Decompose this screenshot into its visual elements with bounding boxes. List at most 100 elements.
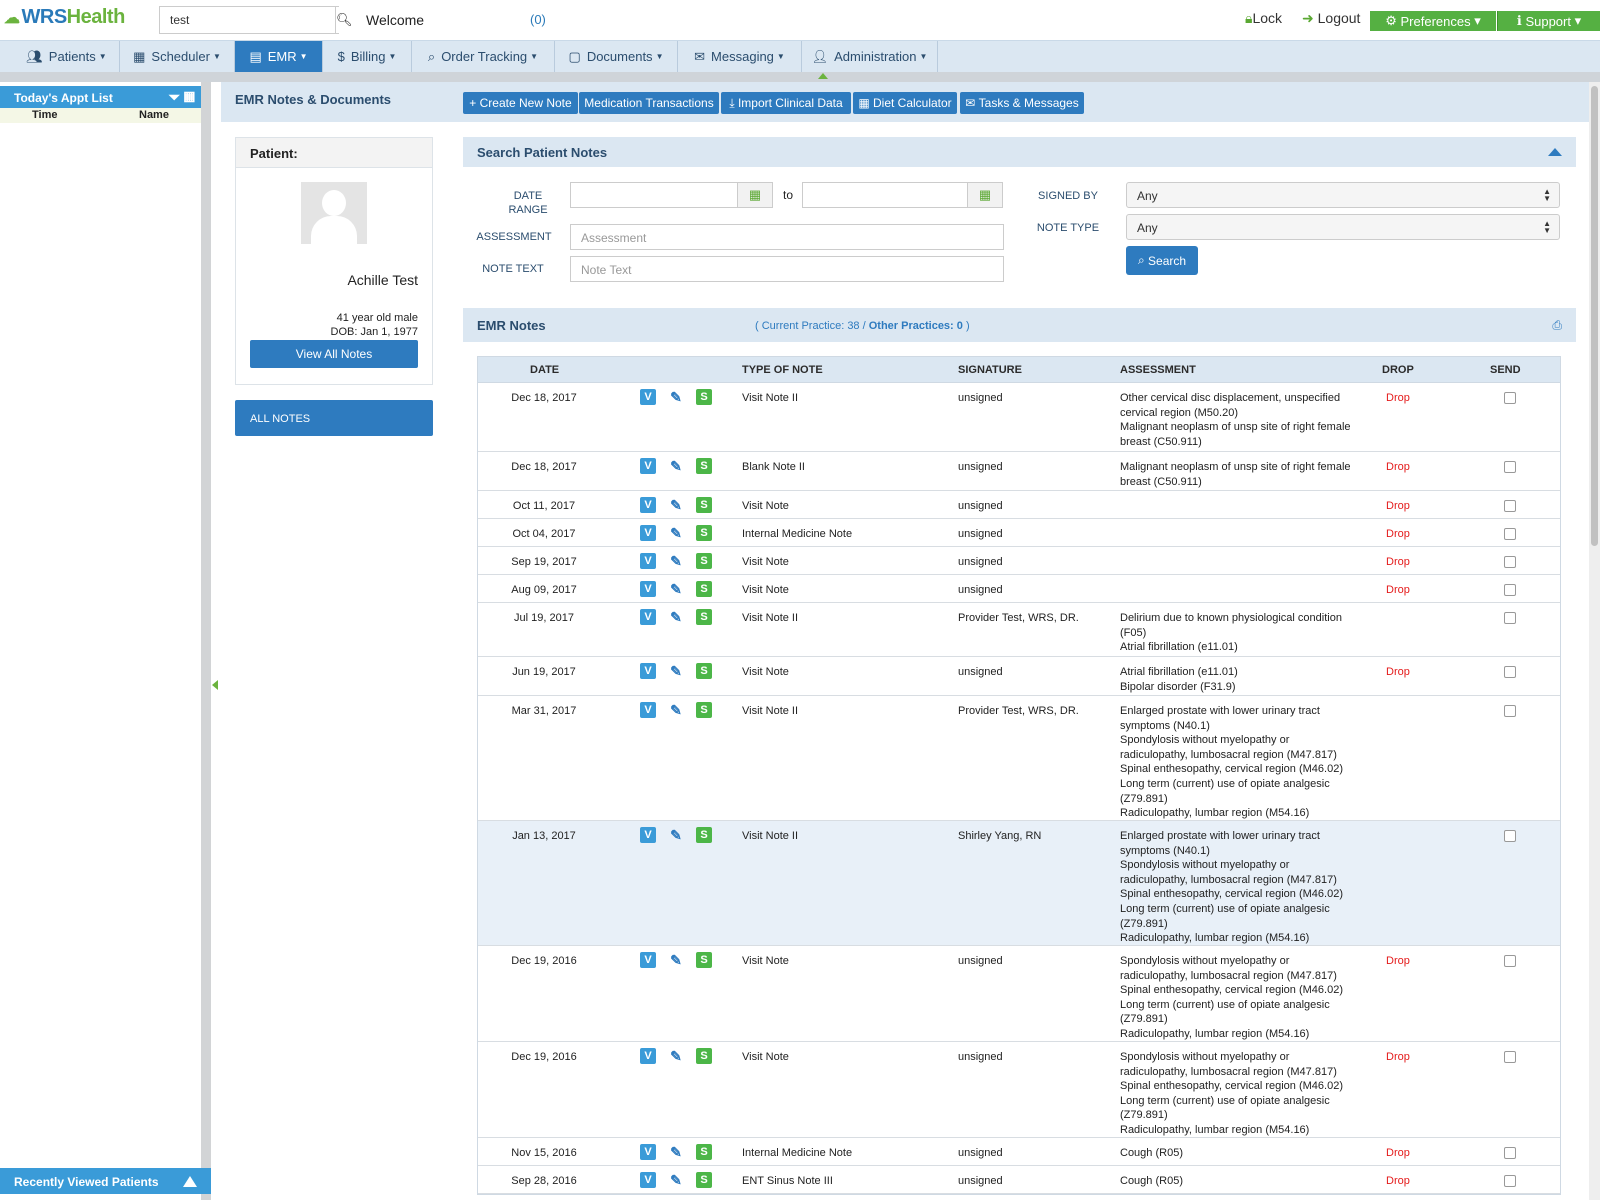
collapse-sidebar-icon[interactable] <box>212 680 218 690</box>
calendar-icon[interactable]: ▦ <box>183 89 195 105</box>
table-row[interactable]: Nov 15, 2016 V ✎ S Internal Medicine Note uns… <box>478 1138 1560 1166</box>
logout-button[interactable]: ➜ Logout <box>1302 10 1360 27</box>
assessment-input[interactable]: Assessment <box>570 224 1004 250</box>
view-note-icon[interactable]: V <box>640 553 656 569</box>
edit-note-icon[interactable]: ✎ <box>670 580 682 597</box>
col-date[interactable]: DATE <box>530 364 560 376</box>
send-checkbox[interactable] <box>1504 584 1516 596</box>
edit-note-icon[interactable]: ✎ <box>670 662 682 679</box>
scrollbar-thumb[interactable] <box>1591 86 1598 546</box>
drop-link[interactable]: Drop <box>1386 666 1410 678</box>
search-button[interactable]: 🔍︎ <box>335 7 353 33</box>
edit-note-icon[interactable]: ✎ <box>670 524 682 541</box>
send-checkbox[interactable] <box>1504 461 1516 473</box>
table-row[interactable]: Mar 31, 2017 V ✎ S Visit Note II Provider Tes… <box>478 696 1560 821</box>
send-checkbox[interactable] <box>1504 830 1516 842</box>
date-to-calendar[interactable]: ▦ <box>967 182 1003 208</box>
edit-note-icon[interactable]: ✎ <box>670 1143 682 1160</box>
nav-scheduler[interactable]: ▦ Scheduler ▼ <box>120 41 235 72</box>
drop-link[interactable]: Drop <box>1386 392 1410 404</box>
drop-link[interactable]: Drop <box>1386 584 1410 596</box>
sign-note-icon[interactable]: S <box>696 1144 712 1160</box>
sign-note-icon[interactable]: S <box>696 702 712 718</box>
filter-icon[interactable]: ⏷ <box>168 89 180 105</box>
edit-note-icon[interactable]: ✎ <box>670 457 682 474</box>
table-row[interactable]: Dec 18, 2017 V ✎ S Visit Note II unsigned Othe… <box>478 383 1560 452</box>
view-note-icon[interactable]: V <box>640 1048 656 1064</box>
edit-note-icon[interactable]: ✎ <box>670 388 682 405</box>
edit-note-icon[interactable]: ✎ <box>670 496 682 513</box>
sign-note-icon[interactable]: S <box>696 952 712 968</box>
note-type-select[interactable]: Any ▲ ▼ <box>1126 214 1560 240</box>
nav-billing[interactable]: $ Billing ▼ <box>323 41 412 72</box>
view-note-icon[interactable]: V <box>640 389 656 405</box>
send-checkbox[interactable] <box>1504 556 1516 568</box>
sign-note-icon[interactable]: S <box>696 497 712 513</box>
import-clinical-data-button[interactable]: ⤓ Import Clinical Data <box>721 92 851 114</box>
search-input[interactable] <box>160 7 335 33</box>
sign-note-icon[interactable]: S <box>696 525 712 541</box>
other-practices-count[interactable]: Other Practices: 0 <box>868 320 963 332</box>
edit-note-icon[interactable]: ✎ <box>670 1047 682 1064</box>
date-from-input[interactable] <box>570 182 738 208</box>
send-checkbox[interactable] <box>1504 612 1516 624</box>
recently-viewed-patients[interactable]: Recently Viewed Patients <box>0 1168 211 1194</box>
preferences-button[interactable]: ⚙ Preferences ▾ <box>1370 11 1496 31</box>
view-note-icon[interactable]: V <box>640 497 656 513</box>
date-from-calendar[interactable]: ▦ <box>737 182 773 208</box>
drop-link[interactable]: Drop <box>1386 556 1410 568</box>
sign-note-icon[interactable]: S <box>696 553 712 569</box>
drop-link[interactable]: Drop <box>1386 528 1410 540</box>
col-assessment[interactable]: ASSESSMENT <box>1120 364 1196 376</box>
edit-note-icon[interactable]: ✎ <box>670 552 682 569</box>
table-row[interactable]: Oct 11, 2017 V ✎ S Visit Note unsigned Drop <box>478 491 1560 519</box>
support-button[interactable]: ℹ Support ▾ <box>1497 11 1600 31</box>
view-note-icon[interactable]: V <box>640 1144 656 1160</box>
medication-transactions-button[interactable]: Medication Transactions <box>579 92 719 114</box>
table-row[interactable]: Jul 19, 2017 V ✎ S Visit Note II Provider Tes… <box>478 603 1560 657</box>
send-checkbox[interactable] <box>1504 392 1516 404</box>
nav-documents[interactable]: ▢ Documents ▼ <box>555 41 678 72</box>
table-row[interactable]: Sep 28, 2016 V ✎ S ENT Sinus Note III unsigne… <box>478 1166 1560 1194</box>
view-note-icon[interactable]: V <box>640 952 656 968</box>
edit-note-icon[interactable]: ✎ <box>670 701 682 718</box>
drop-link[interactable]: Drop <box>1386 461 1410 473</box>
send-checkbox[interactable] <box>1504 1175 1516 1187</box>
view-note-icon[interactable]: V <box>640 525 656 541</box>
send-checkbox[interactable] <box>1504 955 1516 967</box>
wrshealth-logo[interactable]: ☁ WRSHealth <box>4 6 125 29</box>
send-checkbox[interactable] <box>1504 666 1516 678</box>
table-row[interactable]: Oct 04, 2017 V ✎ S Internal Medicine Note uns… <box>478 519 1560 547</box>
create-new-note-button[interactable]: + Create New Note <box>463 92 578 114</box>
send-checkbox[interactable] <box>1504 1051 1516 1063</box>
view-note-icon[interactable]: V <box>640 581 656 597</box>
sign-note-icon[interactable]: S <box>696 458 712 474</box>
page-scrollbar[interactable] <box>1589 82 1600 1200</box>
print-icon[interactable]: ⎙ <box>1552 318 1562 332</box>
view-all-notes-button[interactable]: View All Notes <box>250 340 418 368</box>
drop-link[interactable]: Drop <box>1386 1051 1410 1063</box>
table-row[interactable]: Dec 18, 2017 V ✎ S Blank Note II unsigned Mali… <box>478 452 1560 491</box>
search-notes-header[interactable]: Search Patient Notes <box>463 137 1576 167</box>
drop-link[interactable]: Drop <box>1386 500 1410 512</box>
signed-by-select[interactable]: Any ▲ ▼ <box>1126 182 1560 208</box>
view-note-icon[interactable]: V <box>640 609 656 625</box>
sign-note-icon[interactable]: S <box>696 663 712 679</box>
edit-note-icon[interactable]: ✎ <box>670 951 682 968</box>
send-checkbox[interactable] <box>1504 500 1516 512</box>
search-notes-button[interactable]: ⌕ Search <box>1126 246 1198 275</box>
all-notes-button[interactable]: ALL NOTES <box>235 400 433 436</box>
table-row[interactable]: Aug 09, 2017 V ✎ S Visit Note unsigned Drop <box>478 575 1560 603</box>
lock-button[interactable]: 🔒︎Lock <box>1245 10 1282 27</box>
sign-note-icon[interactable]: S <box>696 389 712 405</box>
collapse-up-icon[interactable] <box>1548 148 1562 156</box>
table-row[interactable]: Jan 13, 2017 V ✎ S Visit Note II Shirley Yang… <box>478 821 1560 946</box>
date-to-input[interactable] <box>802 182 968 208</box>
nav-patients[interactable]: 👥︎ Patients ▼ <box>14 41 120 72</box>
view-note-icon[interactable]: V <box>640 458 656 474</box>
nav-administration[interactable]: 👤︎ Administration ▼ <box>802 41 938 72</box>
drop-link[interactable]: Drop <box>1386 1175 1410 1187</box>
view-note-icon[interactable]: V <box>640 827 656 843</box>
table-row[interactable]: Sep 19, 2017 V ✎ S Visit Note unsigned Drop <box>478 547 1560 575</box>
nav-messaging[interactable]: ✉ Messaging ▼ <box>678 41 802 72</box>
